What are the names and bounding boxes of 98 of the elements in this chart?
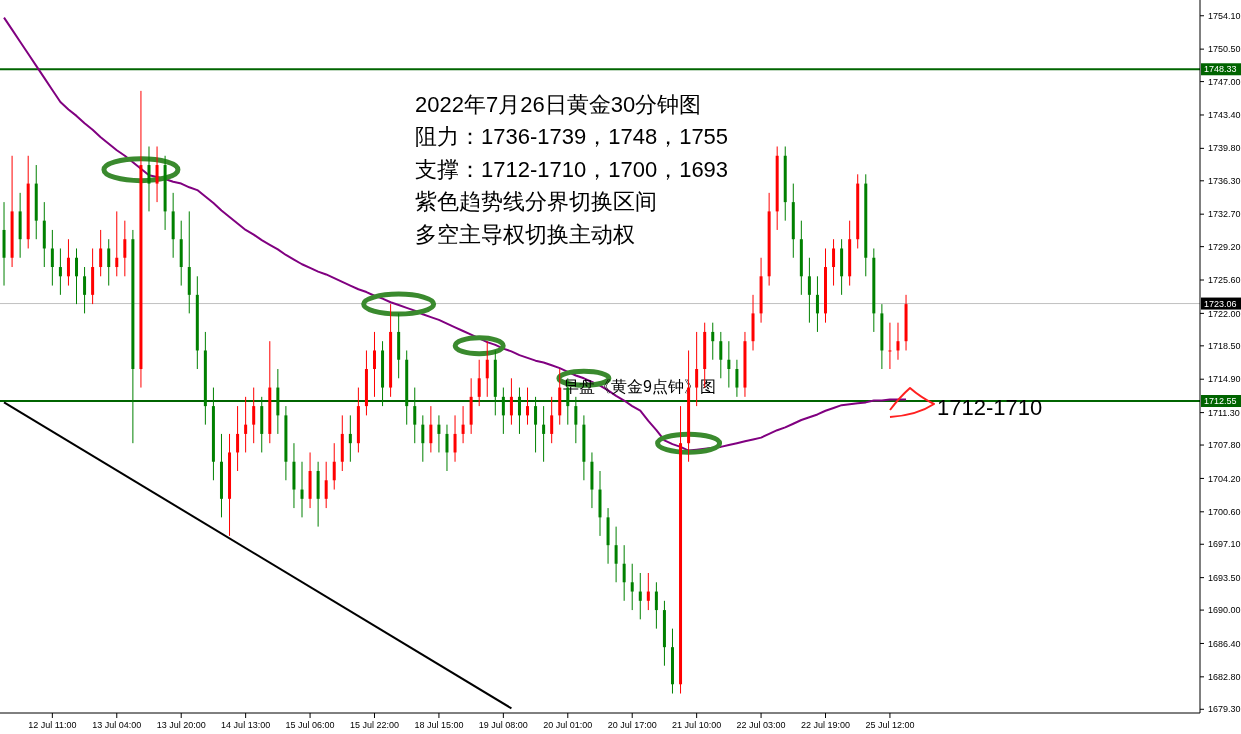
candlestick bbox=[517, 387, 521, 435]
y-tick-label: 1714.90 bbox=[1208, 374, 1241, 385]
candlestick bbox=[896, 322, 900, 361]
candlestick bbox=[324, 461, 328, 509]
candlestick bbox=[638, 572, 642, 620]
candlestick bbox=[832, 238, 836, 287]
candlestick bbox=[58, 247, 62, 296]
candlestick bbox=[614, 526, 618, 583]
y-tick-label: 1725.60 bbox=[1208, 275, 1241, 286]
candlestick bbox=[99, 229, 103, 277]
y-tick-label: 1729.20 bbox=[1208, 241, 1241, 252]
candlestick bbox=[815, 275, 819, 333]
candlestick bbox=[373, 331, 376, 398]
candlestick bbox=[574, 396, 578, 444]
candlestick bbox=[445, 424, 449, 472]
candlestick bbox=[421, 414, 425, 463]
candlestick bbox=[888, 322, 892, 370]
x-tick-label: 22 Jul 19:00 bbox=[800, 720, 851, 730]
text: 2022年7月26日黄金30分钟图 bbox=[415, 92, 702, 117]
x-tick-label: 20 Jul 01:00 bbox=[543, 720, 593, 730]
candlestick bbox=[453, 414, 457, 463]
candlestick bbox=[807, 257, 811, 324]
candlestick bbox=[622, 544, 626, 602]
x-tick-label: 22 Jul 03:00 bbox=[736, 720, 786, 730]
candlestick bbox=[654, 581, 658, 630]
y-tick-label: 1750.50 bbox=[1208, 44, 1241, 55]
x-tick-label: 13 Jul 04:00 bbox=[92, 720, 142, 730]
y-tick-label: 1722.00 bbox=[1208, 308, 1241, 319]
candlestick bbox=[526, 387, 530, 426]
candlestick bbox=[719, 331, 723, 379]
candlestick bbox=[236, 405, 240, 472]
candlestick bbox=[501, 387, 505, 435]
candlestick bbox=[477, 359, 481, 407]
y-tick-label: 1711.30 bbox=[1208, 407, 1240, 418]
candlestick bbox=[695, 331, 699, 407]
candlestick bbox=[413, 387, 417, 444]
x-tick-label: 19 Jul 08:00 bbox=[478, 720, 528, 730]
x-tick-label: 13 Jul 20:00 bbox=[156, 720, 206, 730]
candlestick bbox=[244, 396, 248, 453]
x-tick-label: 15 Jul 06:00 bbox=[285, 720, 335, 730]
y-tick-label: 1743.40 bbox=[1208, 110, 1241, 121]
candlestick bbox=[123, 220, 127, 277]
candlestick bbox=[155, 145, 159, 203]
x-tick-label: 18 Jul 15:00 bbox=[414, 720, 464, 730]
y-tick-label: 1690.00 bbox=[1208, 605, 1241, 616]
y-tick-label: 1707.80 bbox=[1208, 440, 1241, 451]
candlestick bbox=[50, 229, 54, 287]
candlestick bbox=[646, 572, 650, 611]
candlestick bbox=[107, 238, 111, 287]
candlestick bbox=[509, 377, 513, 426]
annotation: 多空主导权切换主动权 bbox=[415, 221, 635, 247]
candlestick bbox=[711, 322, 715, 361]
y-tick-label: 1718.50 bbox=[1208, 340, 1241, 351]
candlestick bbox=[252, 387, 256, 444]
candlestick bbox=[534, 396, 538, 453]
y-tick-label: 1747.00 bbox=[1208, 76, 1241, 87]
x-tick-label: 12 Jul 11:00 bbox=[28, 720, 77, 730]
annotation: 支撑：1712-1710，1700，1693 bbox=[415, 156, 729, 182]
candlestick bbox=[147, 145, 151, 212]
candlestick bbox=[461, 405, 465, 444]
candlestick bbox=[332, 442, 336, 491]
candlestick bbox=[75, 247, 79, 305]
y-tick-label: 1679.30 bbox=[1208, 704, 1241, 715]
y-tick-label: 1732.70 bbox=[1208, 209, 1241, 220]
candlestick bbox=[83, 266, 87, 314]
x-tick-label: 21 Jul 10:00 bbox=[672, 720, 722, 730]
candlestick bbox=[300, 461, 304, 518]
y-tick-label: 1682.80 bbox=[1208, 671, 1241, 682]
ref-line-label: 1723.06 bbox=[1204, 298, 1237, 309]
candlestick bbox=[66, 238, 70, 287]
y-tick-label: 1686.40 bbox=[1208, 638, 1241, 649]
x-tick-label: 15 Jul 22:00 bbox=[349, 720, 400, 730]
candlestick bbox=[542, 405, 546, 463]
y-tick-label: 1697.10 bbox=[1208, 539, 1241, 550]
candlestick bbox=[550, 396, 554, 444]
candlestick bbox=[735, 359, 739, 398]
y-tick-label: 1693.50 bbox=[1208, 572, 1241, 583]
candlestick bbox=[429, 405, 433, 453]
annotation: 紫色趋势线分界切换区间 bbox=[415, 189, 657, 214]
candlestick bbox=[348, 414, 352, 463]
candlestick bbox=[727, 340, 731, 389]
candlestick bbox=[437, 414, 441, 453]
candlestick bbox=[485, 340, 489, 398]
x-tick-label: 14 Jul 13:00 bbox=[221, 720, 271, 730]
y-tick-label: 1739.80 bbox=[1208, 143, 1241, 154]
candlestick bbox=[115, 210, 119, 277]
x-tick-label: 20 Jul 17:00 bbox=[607, 720, 657, 730]
y-tick-label: 1704.20 bbox=[1208, 473, 1241, 484]
y-tick-label: 1700.60 bbox=[1208, 506, 1241, 517]
ref-line-label: 1712.55 bbox=[1204, 396, 1237, 407]
annotation: 阻力：1736-1739，1748，1755 bbox=[415, 124, 729, 149]
ref-line-label: 1748.33 bbox=[1204, 64, 1237, 75]
annotation: 1712-1710 bbox=[937, 395, 1043, 420]
candlestick bbox=[630, 563, 634, 611]
y-tick-label: 1736.30 bbox=[1208, 175, 1241, 186]
x-tick-label: 25 Jul 12:00 bbox=[865, 720, 915, 730]
y-tick-label: 1754.10 bbox=[1208, 10, 1241, 21]
line-series bbox=[3, 16, 908, 452]
